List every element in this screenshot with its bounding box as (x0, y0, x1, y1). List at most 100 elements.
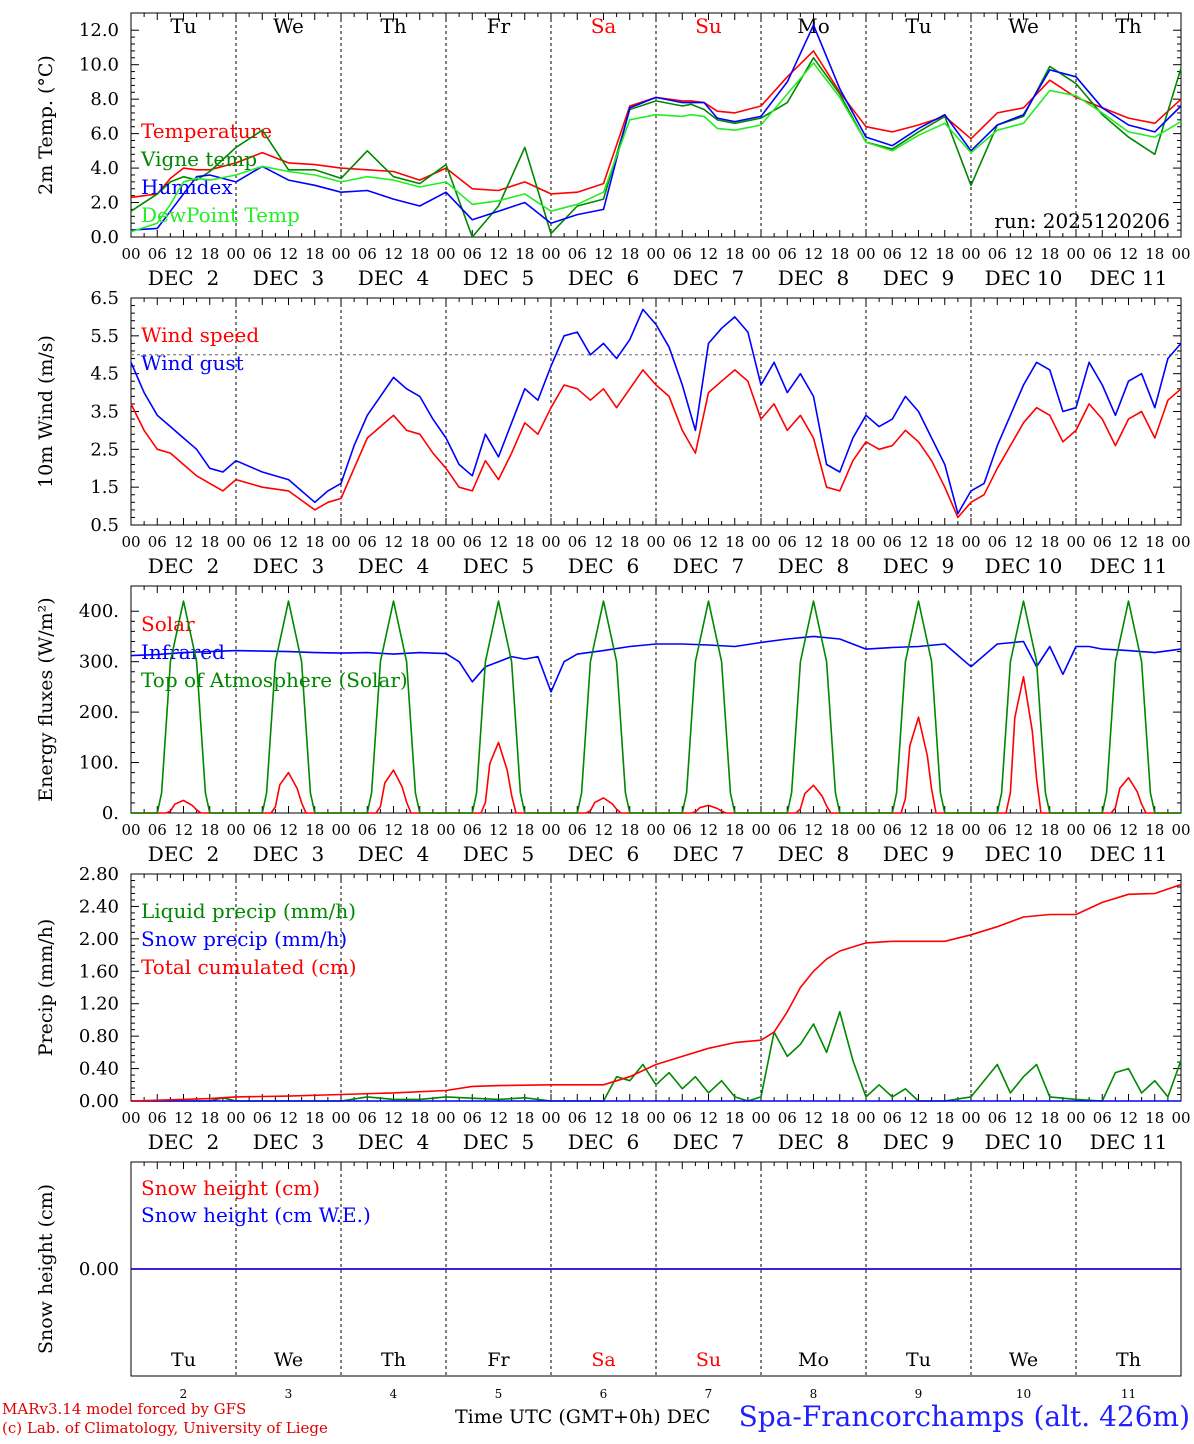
temperature-hour-label: 00 (436, 245, 455, 263)
wind-hour-label: 06 (463, 533, 482, 551)
energy-legend-2: Top of Atmosphere (Solar) (141, 668, 408, 692)
temperature-date-label: DEC 10 (985, 266, 1063, 290)
wind-hour-label: 06 (778, 533, 797, 551)
energy-hour-label: 18 (830, 821, 849, 839)
energy-hour-label: 00 (751, 821, 770, 839)
wind-series-wind-speed (130, 369, 1182, 519)
energy-series-top-of-atmosphere-solar- (131, 600, 1181, 814)
energy-hour-label: 00 (541, 821, 560, 839)
wind-hour-label: 06 (253, 533, 272, 551)
energy-hour-label: 18 (1040, 821, 1059, 839)
wind-hour-label: 18 (200, 533, 219, 551)
snow-day-name: Th (381, 1349, 406, 1371)
wind-hour-label: 06 (988, 533, 1007, 551)
precip-hour-label: 00 (961, 1109, 980, 1127)
energy-hour-label: 12 (489, 821, 508, 839)
precip-hour-label: 12 (279, 1109, 298, 1127)
precip-hour-label: 06 (568, 1109, 587, 1127)
energy-hour-label: 12 (699, 821, 718, 839)
precip-hour-label: 12 (909, 1109, 928, 1127)
energy-ytick-label: 100. (79, 753, 119, 774)
energy-ylabel: Energy fluxes (W/m²) (35, 597, 57, 801)
wind-hour-label: 06 (1093, 533, 1112, 551)
temperature-hour-label: 00 (1171, 245, 1190, 263)
temperature-day-name: We (1008, 14, 1039, 38)
wind-ytick-label: 2.5 (90, 439, 119, 460)
precip-hour-label: 12 (594, 1109, 613, 1127)
wind-hour-label: 00 (856, 533, 875, 551)
snow-day-number: 8 (810, 1387, 818, 1401)
temperature-hour-label: 18 (1040, 245, 1059, 263)
precip-hour-label: 18 (725, 1109, 744, 1127)
snow-day-number: 2 (180, 1387, 188, 1401)
wind-hour-label: 00 (1171, 533, 1190, 551)
energy-hour-label: 06 (673, 821, 692, 839)
temperature-hour-label: 18 (830, 245, 849, 263)
energy-date-label: DEC 2 (148, 842, 219, 866)
temperature-series-dewpoint-temp (130, 62, 1182, 233)
precip-date-label: DEC 6 (568, 1130, 639, 1154)
wind-hour-label: 00 (436, 533, 455, 551)
precip-ytick-label: 0.00 (79, 1091, 119, 1112)
energy-ytick-label: 0. (102, 803, 119, 824)
wind-hour-label: 00 (1066, 533, 1085, 551)
temperature-hour-label: 06 (148, 245, 167, 263)
precip-date-label: DEC 11 (1090, 1130, 1168, 1154)
temperature-hour-label: 06 (988, 245, 1007, 263)
temperature-hour-label: 18 (410, 245, 429, 263)
run-label: run: 2025120206 (994, 209, 1170, 233)
station-label: Spa-Francorchamps (alt. 426m) (738, 1400, 1190, 1433)
precip-hour-label: 18 (305, 1109, 324, 1127)
temperature-hour-label: 12 (699, 245, 718, 263)
precip-hour-label: 06 (358, 1109, 377, 1127)
precip-date-label: DEC 4 (358, 1130, 429, 1154)
wind-hour-label: 06 (358, 533, 377, 551)
energy-hour-label: 18 (410, 821, 429, 839)
energy-hour-label: 18 (620, 821, 639, 839)
precip-date-label: DEC 10 (985, 1130, 1063, 1154)
temperature-ylabel: 2m Temp. (°C) (35, 55, 57, 195)
snow-day-number: 5 (495, 1387, 503, 1401)
precip-hour-label: 00 (1066, 1109, 1085, 1127)
wind-series-wind-gust (130, 308, 1182, 515)
wind-hour-label: 00 (961, 533, 980, 551)
temperature-hour-label: 12 (489, 245, 508, 263)
snow-legend-0: Snow height (cm) (141, 1176, 320, 1200)
temperature-day-name: Su (695, 14, 722, 38)
temperature-day-name: Th (1115, 14, 1141, 38)
wind-hour-label: 12 (594, 533, 613, 551)
snow-day-number: 11 (1121, 1387, 1136, 1401)
temperature-hour-label: 00 (961, 245, 980, 263)
precip-legend-1: Snow precip (mm/h) (141, 927, 347, 951)
precip-hour-label: 00 (751, 1109, 770, 1127)
wind-hour-label: 06 (883, 533, 902, 551)
temperature-day-name: Tu (170, 14, 196, 38)
wind-legend-0: Wind speed (141, 323, 259, 347)
precip-series-total-cumulated-cm- (130, 883, 1182, 1102)
energy-hour-label: 18 (515, 821, 534, 839)
energy-hour-label: 00 (121, 821, 140, 839)
precip-hour-label: 06 (673, 1109, 692, 1127)
energy-hour-label: 00 (1066, 821, 1085, 839)
wind-hour-label: 18 (1040, 533, 1059, 551)
temperature-hour-label: 18 (935, 245, 954, 263)
temperature-date-label: DEC 2 (148, 266, 219, 290)
wind-ytick-label: 5.5 (90, 326, 119, 347)
energy-hour-label: 18 (200, 821, 219, 839)
wind-hour-label: 12 (909, 533, 928, 551)
precip-date-label: DEC 8 (778, 1130, 849, 1154)
temperature-ytick-label: 10.0 (79, 55, 119, 76)
snow-day-number: 10 (1016, 1387, 1031, 1401)
energy-date-label: DEC 11 (1090, 842, 1168, 866)
temperature-date-label: DEC 8 (778, 266, 849, 290)
snow-day-name: Tu (171, 1349, 196, 1371)
temperature-hour-label: 00 (541, 245, 560, 263)
wind-hour-label: 12 (174, 533, 193, 551)
snow-day-name: Fr (487, 1349, 510, 1371)
temperature-hour-label: 06 (463, 245, 482, 263)
energy-hour-label: 12 (384, 821, 403, 839)
snow-day-number: 7 (705, 1387, 713, 1401)
wind-hour-label: 18 (410, 533, 429, 551)
